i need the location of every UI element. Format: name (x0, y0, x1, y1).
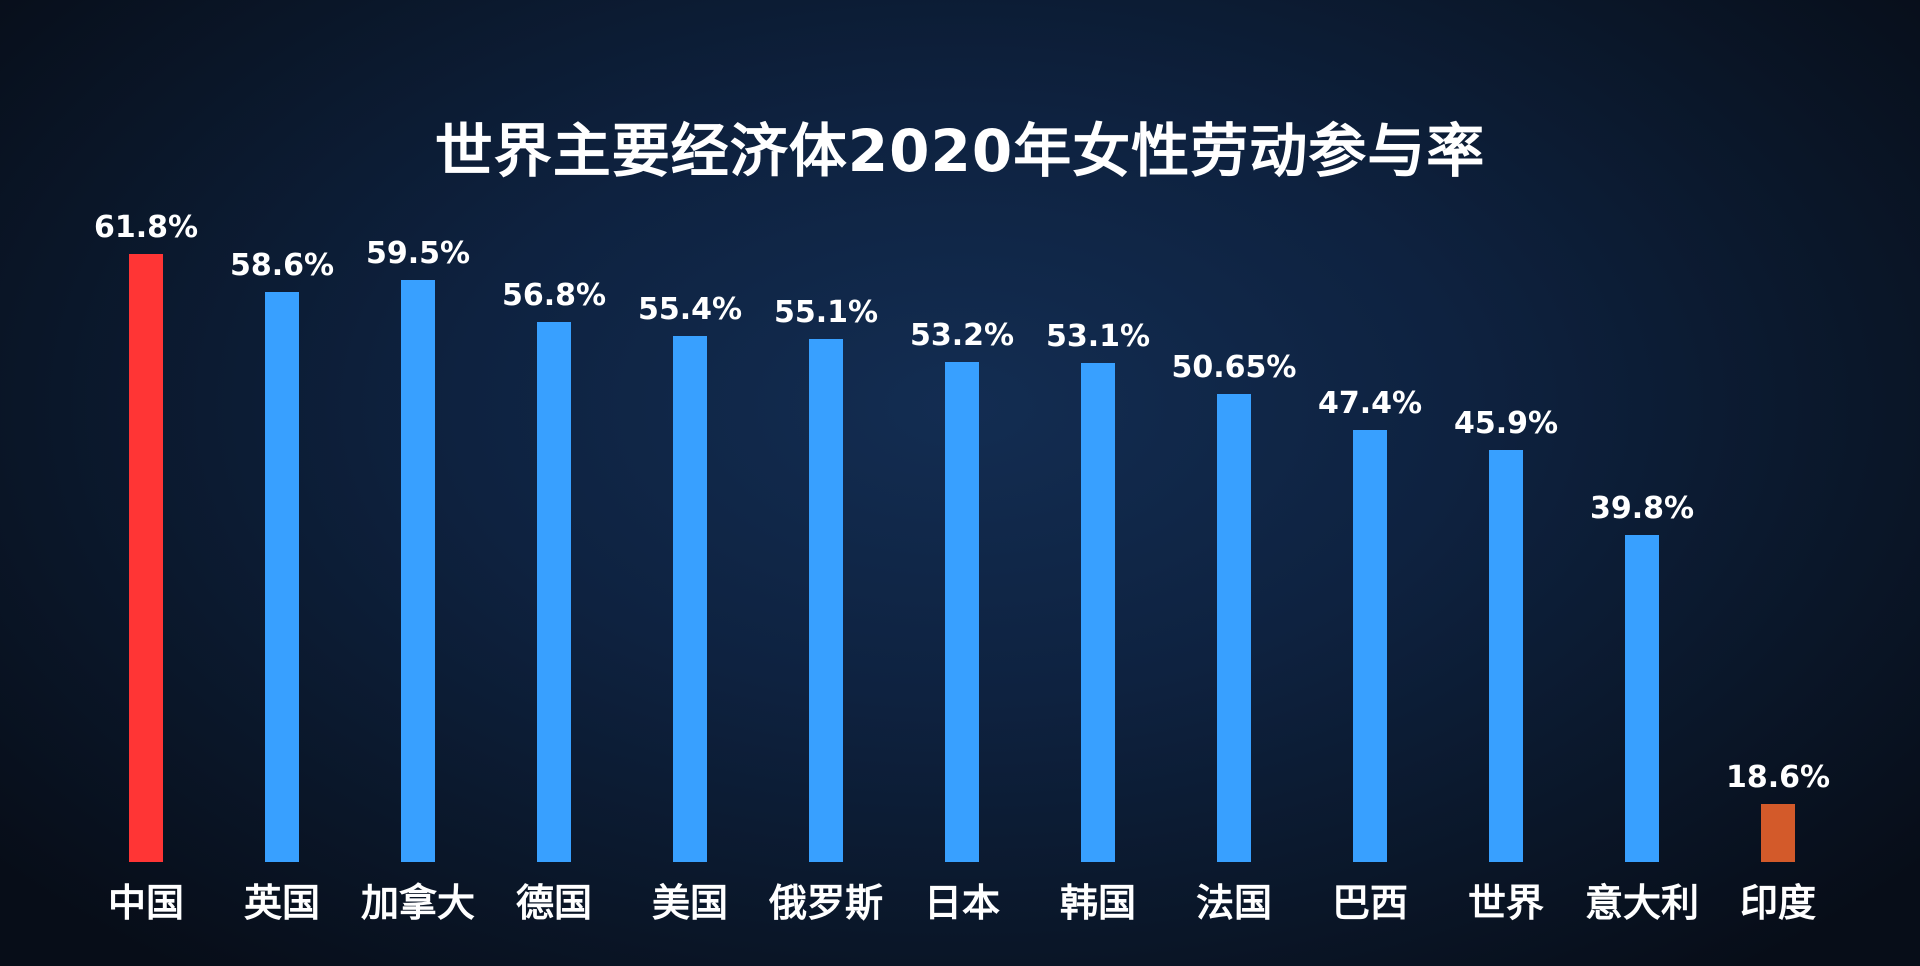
category-label: 美国 (651, 881, 728, 925)
bar-value-label: 50.65% (1171, 350, 1297, 385)
bar-value-label: 56.8% (501, 278, 607, 313)
bar (401, 280, 435, 862)
category-label: 世界 (1467, 881, 1544, 925)
chart-title: 世界主要经济体2020年女性劳动参与率 (434, 117, 1486, 185)
category-label: 巴西 (1331, 881, 1408, 925)
bar (1081, 363, 1115, 862)
bar (537, 322, 571, 862)
bar (1625, 535, 1659, 862)
bar-value-label: 59.5% (365, 236, 471, 271)
category-label: 俄罗斯 (768, 881, 883, 925)
bar (1761, 804, 1795, 862)
bar (945, 362, 979, 862)
bar (673, 336, 707, 862)
bar-value-label: 18.6% (1725, 760, 1831, 795)
bar (1353, 430, 1387, 862)
bar-value-label: 39.8% (1589, 491, 1695, 526)
category-label: 印度 (1739, 881, 1816, 925)
bar-value-label: 61.8% (93, 210, 199, 245)
bar (809, 339, 843, 862)
bar-value-label: 45.9% (1453, 406, 1559, 441)
bar (265, 292, 299, 862)
bar-value-label: 53.1% (1045, 319, 1151, 354)
bar-value-label: 55.1% (773, 295, 879, 330)
category-label: 意大利 (1584, 881, 1699, 925)
category-label: 法国 (1195, 881, 1272, 925)
category-label: 韩国 (1059, 881, 1136, 925)
bar-value-label: 58.6% (229, 248, 335, 283)
bar (1489, 450, 1523, 862)
bar-value-label: 47.4% (1317, 386, 1423, 421)
category-label: 英国 (243, 881, 320, 925)
category-label: 日本 (923, 881, 1000, 925)
bar (1217, 394, 1251, 862)
bar-value-label: 55.4% (637, 292, 743, 327)
category-label: 加拿大 (360, 881, 475, 925)
bar-value-label: 53.2% (909, 318, 1015, 353)
bar (129, 254, 163, 862)
category-label: 中国 (107, 881, 184, 925)
category-label: 德国 (515, 881, 592, 925)
